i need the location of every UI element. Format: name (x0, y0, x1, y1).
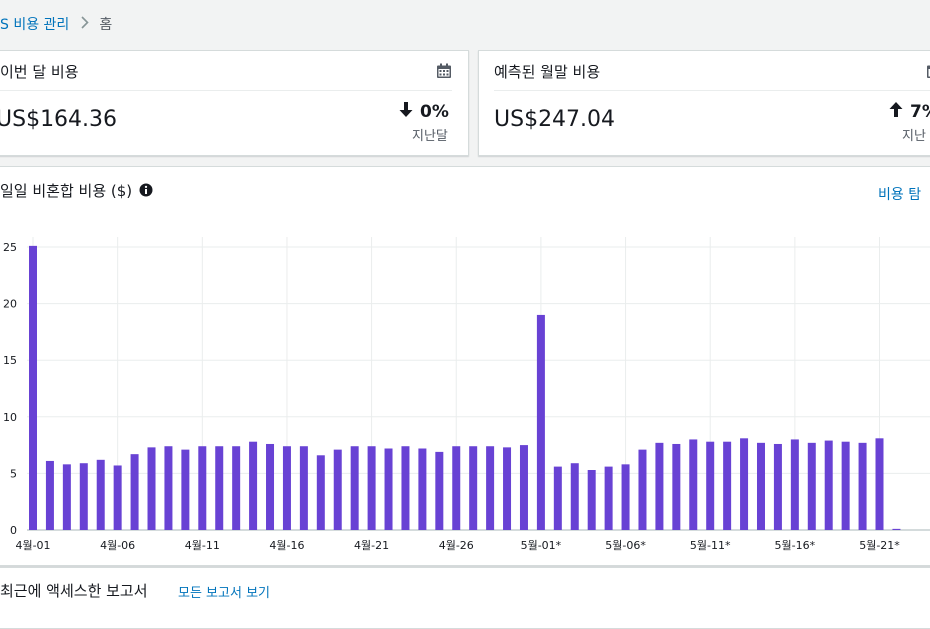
x-tick-label: 5월-21* (859, 539, 900, 552)
chart-bar[interactable] (774, 444, 782, 530)
x-tick-label: 4월-06 (100, 539, 135, 552)
current-month-delta-value: 0% (420, 102, 449, 122)
forecast-month-delta-value: 7% (910, 102, 930, 122)
chart-bar[interactable] (655, 443, 663, 530)
chart-bar[interactable] (283, 446, 291, 530)
y-tick-label: 0 (10, 524, 17, 537)
arrow-down-icon (398, 101, 414, 123)
x-tick-label: 5월-11* (690, 539, 731, 552)
chart-bar[interactable] (859, 443, 867, 530)
chart-bar[interactable] (351, 446, 359, 530)
chart-bar[interactable] (80, 463, 88, 530)
forecast-month-cost-title: 예측된 월말 비용 (494, 61, 600, 82)
x-axis-tick-labels: 4월-01 4월-06 4월-11 4월-16 4월-21 4월-26 5월-01* 5월-0… (15, 539, 900, 552)
x-tick-label: 4월-21 (354, 539, 389, 552)
chart-bar[interactable] (706, 442, 714, 530)
chart-bar[interactable] (605, 467, 613, 530)
chart-bar[interactable] (249, 442, 257, 530)
chart-bar[interactable] (401, 446, 409, 530)
calendar-icon[interactable] (926, 63, 930, 83)
chart-bar[interactable] (469, 446, 477, 530)
recent-reports-title: 최근에 액세스한 보고서 (0, 580, 148, 601)
chart-bar[interactable] (114, 465, 122, 530)
y-tick-label: 20 (3, 298, 17, 311)
chart-bar[interactable] (757, 443, 765, 530)
chart-bar[interactable] (181, 450, 189, 530)
card-divider (0, 90, 452, 91)
current-month-cost-title: 이번 달 비용 (0, 61, 79, 82)
chart-bar[interactable] (588, 470, 596, 530)
chart-bar[interactable] (689, 439, 697, 530)
breadcrumb-current: 홈 (99, 14, 112, 34)
breadcrumb: S 비용 관리 홈 (0, 12, 112, 36)
x-tick-label: 5월-16* (775, 539, 816, 552)
chart-bar[interactable] (842, 442, 850, 530)
y-tick-label: 10 (3, 411, 17, 424)
chart-bar[interactable] (63, 464, 71, 530)
chart-bar[interactable] (266, 444, 274, 530)
chart-bar[interactable] (638, 450, 646, 530)
x-tick-label: 4월-26 (439, 539, 474, 552)
chart-bar[interactable] (554, 467, 562, 530)
current-month-delta: 0% (398, 101, 449, 123)
chart-bar[interactable] (368, 446, 376, 530)
chart-bars (29, 246, 900, 530)
chart-bar[interactable] (486, 446, 494, 530)
chart-bar[interactable] (198, 446, 206, 530)
y-tick-label: 5 (10, 467, 17, 480)
current-month-delta-label: 지난달 (412, 125, 448, 144)
daily-cost-bar-chart: 0 5 10 15 20 25 4월-01 4월-06 4월-11 4월-16 4월-21 4월-2… (0, 190, 930, 560)
y-axis-tick-labels: 0 5 10 15 20 25 (3, 241, 17, 537)
chart-bar[interactable] (571, 463, 579, 530)
forecast-month-cost-amount: US$247.04 (494, 107, 615, 132)
card-divider (494, 90, 930, 91)
x-tick-label: 5월-01* (521, 539, 562, 552)
calendar-icon[interactable] (436, 63, 452, 83)
forecast-month-delta-label: 지난 (902, 125, 926, 144)
chart-bar[interactable] (808, 443, 816, 530)
chart-bar[interactable] (723, 442, 731, 530)
chart-bar[interactable] (418, 449, 426, 531)
chart-bar[interactable] (892, 529, 900, 530)
chart-bar[interactable] (131, 454, 139, 530)
chart-bar[interactable] (232, 446, 240, 530)
x-tick-label: 4월-01 (15, 539, 50, 552)
chart-bar[interactable] (672, 444, 680, 530)
chart-bar[interactable] (300, 446, 308, 530)
chart-bar[interactable] (876, 438, 884, 530)
chart-bar[interactable] (385, 449, 393, 531)
y-tick-label: 15 (3, 354, 17, 367)
chart-bar[interactable] (791, 439, 799, 530)
current-month-cost-amount: US$164.36 (0, 107, 117, 132)
x-tick-label: 4월-11 (185, 539, 220, 552)
chart-bar[interactable] (215, 446, 223, 530)
chart-bar[interactable] (46, 461, 54, 530)
chart-bar[interactable] (452, 446, 460, 530)
chart-bar[interactable] (503, 447, 511, 530)
forecast-month-delta: 7% (888, 101, 930, 123)
chart-bar[interactable] (740, 438, 748, 530)
chart-bar[interactable] (317, 455, 325, 530)
chart-bar[interactable] (164, 446, 172, 530)
x-tick-label: 4월-16 (269, 539, 304, 552)
arrow-up-icon (888, 101, 904, 123)
chart-bar[interactable] (825, 441, 833, 530)
chart-bar[interactable] (334, 450, 342, 530)
breadcrumb-cost-management-link[interactable]: S 비용 관리 (0, 14, 69, 34)
view-all-reports-link[interactable]: 모든 보고서 보기 (178, 582, 270, 601)
chart-bar[interactable] (29, 246, 37, 530)
chart-bar[interactable] (97, 460, 105, 530)
chart-bar[interactable] (148, 447, 156, 530)
y-tick-label: 25 (3, 241, 17, 254)
chart-bar[interactable] (435, 452, 443, 530)
chart-bar[interactable] (537, 315, 545, 530)
chart-bar[interactable] (622, 464, 630, 530)
chart-bar[interactable] (520, 445, 528, 530)
x-tick-label: 5월-06* (605, 539, 646, 552)
chevron-right-icon (81, 16, 89, 33)
